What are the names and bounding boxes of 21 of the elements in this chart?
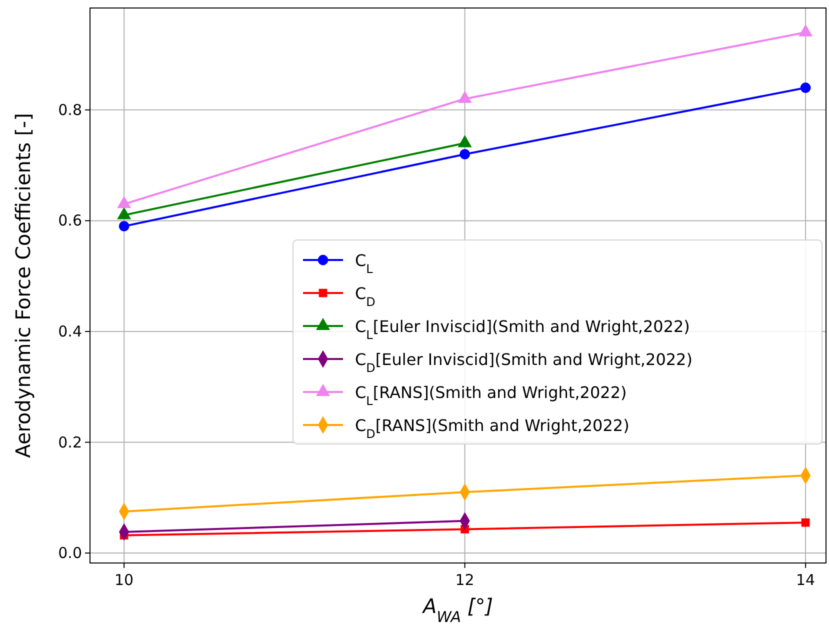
- x-tick-label: 10: [114, 571, 134, 589]
- y-axis-title: Aerodynamic Force Coefficients [-]: [11, 113, 35, 458]
- x-tick-label: 12: [455, 571, 474, 589]
- legend-label: C$_{D}$: [355, 284, 376, 309]
- point: [458, 90, 472, 103]
- y-tick-label: 0.8: [58, 100, 82, 119]
- point: [798, 24, 813, 36]
- y-tick-label: 0.4: [58, 322, 82, 340]
- legend-label: C$_{D}$[RANS](Smith and Wright,2022): [355, 416, 630, 441]
- x-axis-title: A$_{WA}$ [°]: [420, 594, 494, 626]
- legend-label: C$_{L}$[Euler Inviscid](Smith and Wright,2022): [355, 317, 690, 342]
- y-tick-label: 0.0: [58, 544, 82, 562]
- y-tick-label: 0.2: [58, 433, 82, 452]
- point: [117, 196, 132, 208]
- point: [801, 518, 810, 527]
- legend-label: C$_{L}$: [355, 251, 374, 276]
- legend-label: C$_{L}$[RANS](Smith and Wright,2022): [355, 383, 627, 408]
- y-tick-label: 0.6: [58, 212, 82, 230]
- legend-label: C$_{D}$[Euler Inviscid](Smith and Wright,2022): [355, 350, 692, 375]
- point: [118, 221, 130, 232]
- x-tick-label: 14: [796, 571, 816, 589]
